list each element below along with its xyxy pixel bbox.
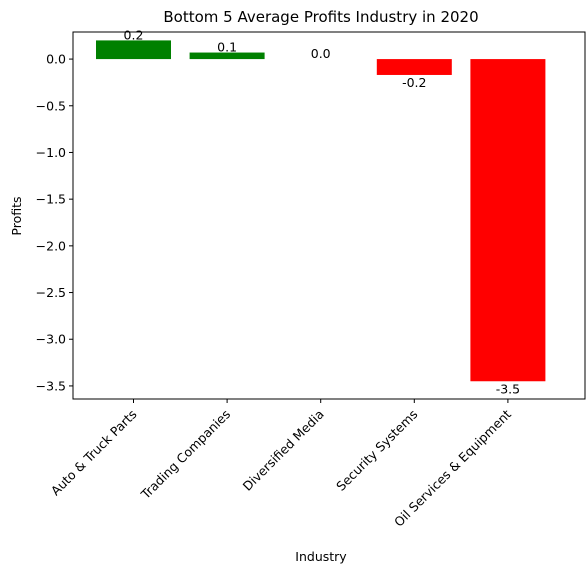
bar [376, 59, 452, 75]
y-axis-label: Profits [9, 196, 24, 235]
y-tick-label: −1.5 [36, 192, 66, 207]
y-tick-label: 0.0 [46, 52, 66, 67]
bar-value-label: 0.1 [217, 40, 237, 55]
bar-value-label: -3.5 [496, 381, 520, 396]
x-tick-label: Security Systems [333, 407, 420, 494]
bar [470, 59, 546, 382]
x-axis-label: Industry [295, 549, 347, 564]
x-tick-label: Auto & Truck Parts [48, 407, 140, 499]
bar-value-label: 0.0 [311, 46, 331, 61]
bars-group [96, 40, 546, 382]
y-tick-label: −0.5 [36, 98, 66, 113]
x-tick-label: Trading Companies [137, 407, 233, 503]
y-axis-ticks: 0.0 −0.5 −1.0 −1.5 −2.0 −2.5 −3.0 −3.5 [36, 52, 73, 393]
bar [189, 52, 265, 60]
plot-area-frame [72, 31, 586, 400]
bar-value-label: 0.2 [124, 27, 144, 42]
bar-value-label: -0.2 [402, 75, 426, 90]
y-tick-label: −3.0 [36, 332, 66, 347]
chart-title: Bottom 5 Average Profits Industry in 202… [163, 8, 478, 26]
bar [96, 40, 171, 60]
data-labels-group: 0.2 0.1 0.0 -0.2 -3.5 [124, 27, 521, 396]
y-tick-label: −2.0 [36, 238, 66, 253]
y-tick-label: −2.5 [36, 285, 66, 300]
y-tick-label: −1.0 [36, 145, 66, 160]
x-tick-label: Diversified Media [240, 407, 327, 494]
y-tick-label: −3.5 [36, 378, 66, 393]
